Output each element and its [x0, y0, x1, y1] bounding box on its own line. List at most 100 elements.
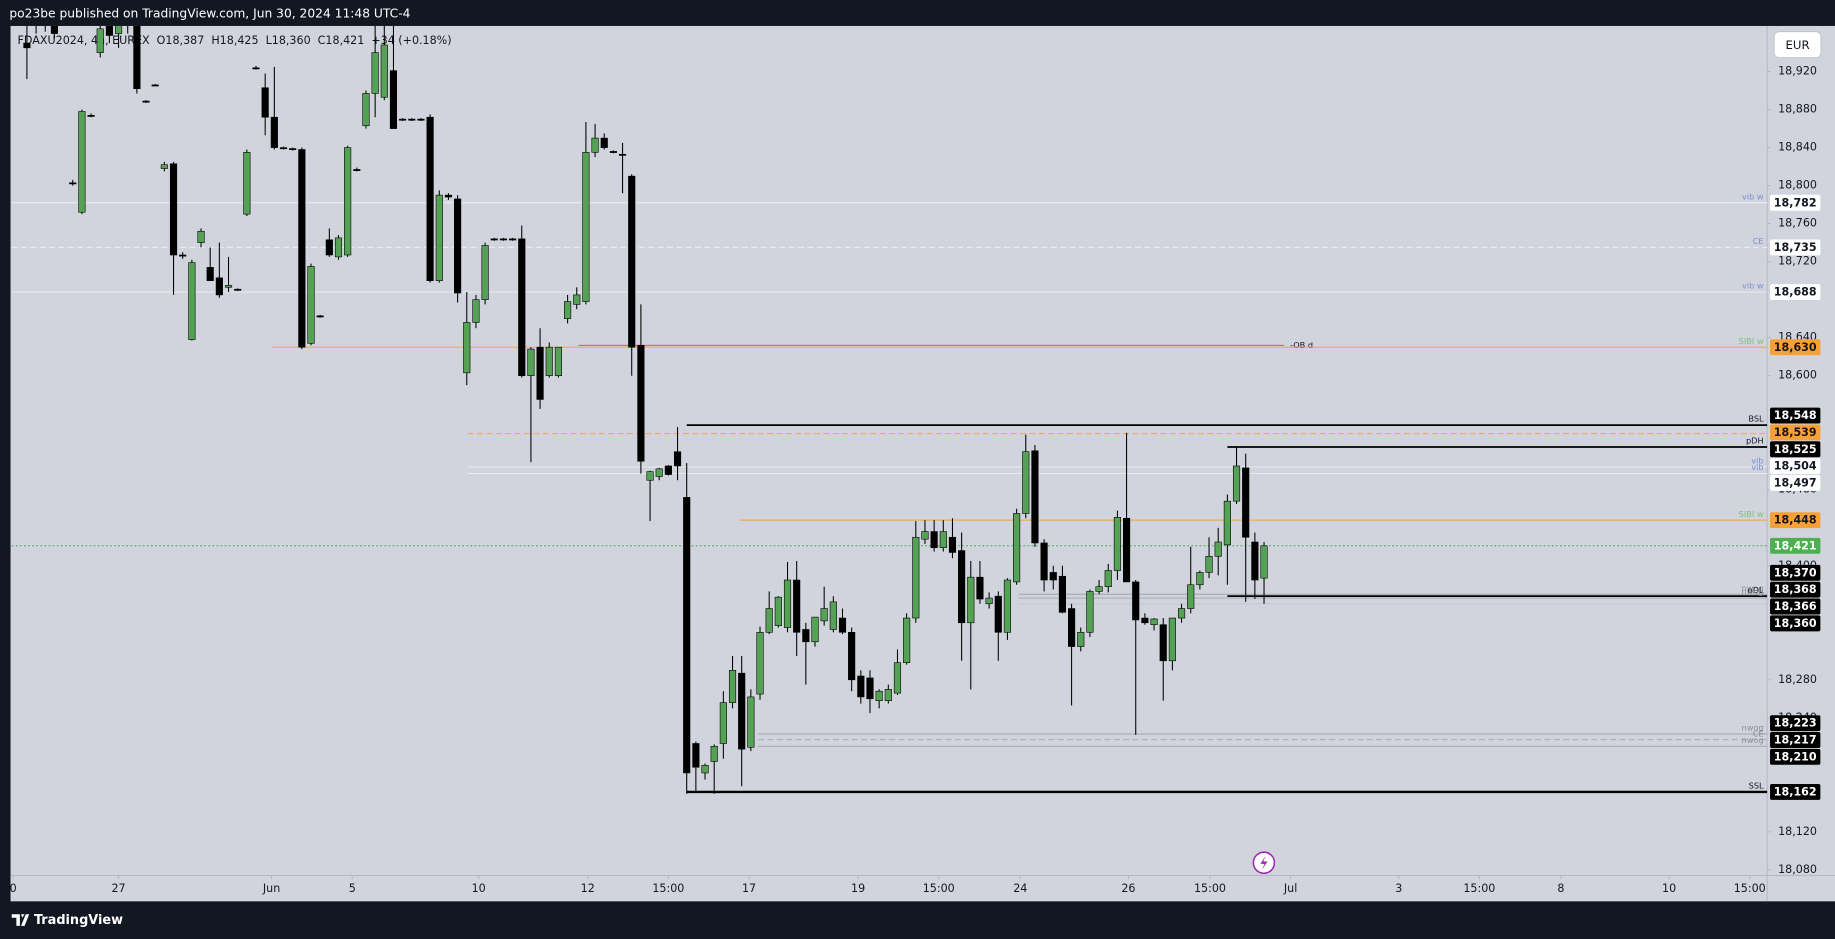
currency-label[interactable]: EUR: [1786, 38, 1810, 52]
currency-button[interactable]: EUR: [1773, 31, 1822, 58]
candle-body: [270, 116, 278, 148]
x-tick-label: Jul: [1283, 882, 1297, 895]
candle-body: [1214, 541, 1222, 557]
price-label: 18,370: [1774, 566, 1817, 579]
candle-body: [618, 153, 627, 156]
header-change: +34 (+0.18%): [371, 34, 451, 47]
replay-icon[interactable]: [1252, 851, 1276, 875]
candle-body: [344, 147, 352, 256]
candle-body: [848, 632, 856, 681]
candle-body: [114, 25, 123, 34]
price-label-box: [1770, 424, 1821, 441]
price-label: 18,368: [1774, 583, 1817, 596]
price-label-box: [1770, 512, 1821, 529]
price-label-box: [1770, 339, 1821, 356]
level-name: pDH: [1746, 436, 1764, 446]
candle-body: [985, 597, 993, 605]
chart-background: [10, 25, 1835, 902]
x-tick-label: 15:00: [1194, 882, 1226, 895]
price-label-box: [1770, 783, 1821, 800]
candle-body: [518, 238, 526, 376]
candle-body: [719, 702, 727, 744]
candle-body: [1260, 545, 1268, 579]
x-tick-label: Jun: [262, 882, 280, 895]
y-tick-label: 18,760: [1778, 217, 1817, 230]
icon-bolt[interactable]: [1260, 855, 1268, 870]
candle-body: [472, 299, 480, 323]
candle-body: [930, 531, 938, 549]
currency-box[interactable]: [1773, 31, 1822, 58]
price-label: 18,525: [1774, 443, 1817, 456]
candle-body: [399, 118, 407, 121]
candle-body: [609, 151, 617, 153]
candle-body: [307, 266, 315, 344]
candle-body: [279, 147, 288, 150]
price-label-box: [1770, 458, 1821, 475]
candle-body: [160, 164, 168, 169]
candle-body: [298, 149, 306, 348]
x-tick-label: 27: [111, 882, 125, 895]
candle-body: [435, 194, 443, 281]
price-label-box: [1770, 194, 1821, 211]
candle-body: [1086, 591, 1094, 633]
level-name: nwog: [1742, 583, 1764, 593]
candle-body: [50, 25, 58, 34]
candle-body: [1251, 541, 1259, 581]
candle-body: [811, 616, 819, 643]
candle-body: [939, 531, 947, 549]
price-label: 18,421: [1774, 539, 1817, 552]
candle-body: [206, 267, 214, 281]
candle-body: [389, 70, 398, 129]
candle-body: [481, 245, 489, 300]
candle-body: [334, 237, 343, 258]
brand: TradingView: [11, 913, 123, 928]
x-tick-label: 3: [1395, 882, 1402, 895]
candle-body: [1040, 542, 1048, 581]
price-label: 18,366: [1774, 600, 1817, 613]
x-tick-label: 15:00: [1734, 882, 1766, 895]
level-name: -OB d: [1290, 340, 1313, 350]
price-label: 18,782: [1774, 196, 1817, 209]
level-name: vib w: [1742, 191, 1764, 201]
level-name: pDL: [1748, 585, 1765, 595]
price-label: 18,688: [1774, 286, 1817, 299]
candle-body: [747, 696, 755, 748]
candle-body: [463, 322, 471, 374]
candle-body: [78, 111, 86, 213]
x-tick-label: 15:00: [652, 882, 684, 895]
brand-name: TradingView: [34, 913, 123, 928]
x-tick-label: 10: [1662, 882, 1676, 895]
candle-body: [536, 346, 544, 400]
candle-body: [169, 163, 178, 256]
candle-body: [426, 116, 434, 281]
y-tick-label: 18,600: [1778, 369, 1817, 382]
candle-body: [683, 497, 691, 774]
candle-body: [893, 662, 902, 694]
y-tick-label: 18,120: [1778, 825, 1817, 838]
price-label-box: [1770, 748, 1821, 765]
candle-body: [105, 25, 113, 36]
price-label: 18,630: [1774, 341, 1817, 354]
candle-body: [499, 238, 508, 241]
candle-body: [444, 194, 453, 198]
level-name: nwog: [1742, 735, 1764, 745]
candle-body: [646, 471, 654, 481]
candle-body: [353, 169, 361, 171]
candle-body: [637, 344, 645, 462]
candle-body: [866, 677, 874, 700]
price-label-box: [1770, 537, 1821, 554]
candle-body: [1123, 517, 1131, 583]
candle-body: [655, 468, 663, 477]
candle-body: [215, 277, 223, 296]
candle-body: [701, 765, 709, 774]
candle-body: [509, 238, 517, 241]
price-label: 18,539: [1774, 426, 1817, 439]
candle-body: [371, 52, 379, 94]
price-label: 18,448: [1774, 514, 1817, 527]
level-name: CE: [1753, 728, 1764, 738]
candle-body: [1031, 450, 1039, 544]
candle-body: [1022, 451, 1030, 514]
candle-body: [573, 294, 581, 305]
price-label: 18,548: [1774, 409, 1817, 422]
